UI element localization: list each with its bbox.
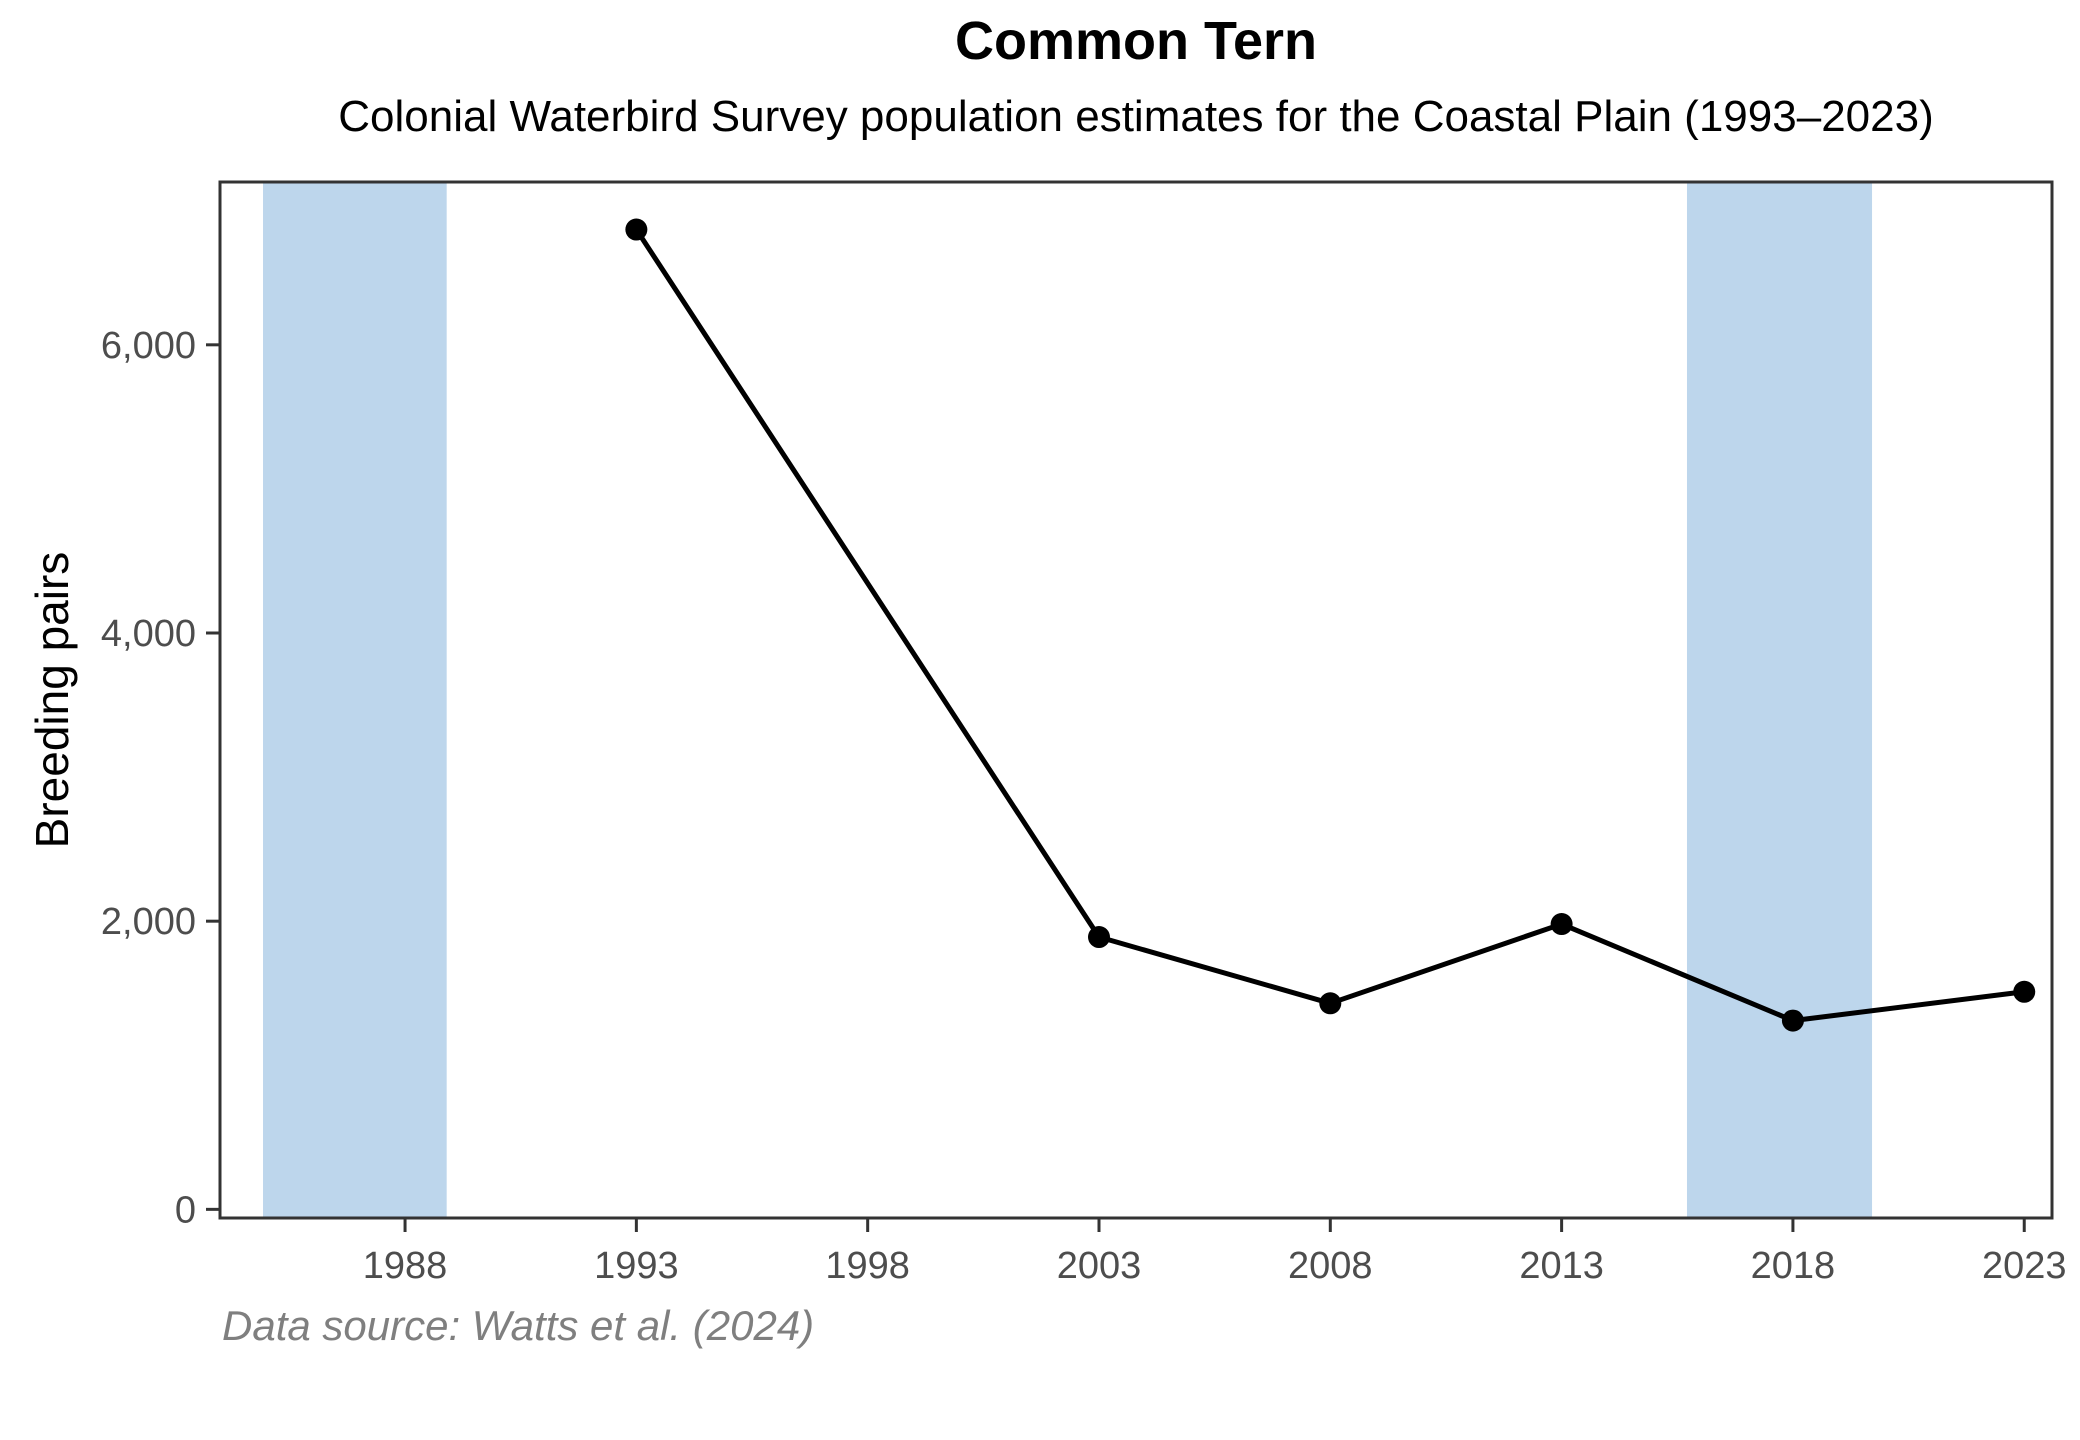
data-point [1550,913,1573,936]
highlight-band [1686,182,1873,1218]
data-point [625,218,648,241]
chart-title: Common Tern [955,11,1317,71]
x-tick-label: 2003 [1057,1245,1142,1287]
data-point [1319,992,1342,1015]
y-tick-label: 2,000 [101,901,196,943]
data-point [2013,980,2036,1003]
x-tick-label: 2013 [1519,1245,1604,1287]
x-tick-label: 2023 [1982,1245,2067,1287]
x-tick-label: 2018 [1751,1245,1836,1287]
series-line [633,227,2027,1024]
x-tick-label: 2008 [1288,1245,1373,1287]
y-tick-label: 0 [175,1189,196,1231]
data-point [1781,1009,1804,1032]
data-source-caption: Data source: Watts et al. (2024) [222,1302,815,1349]
highlight-band [263,182,447,1218]
x-tick-label: 1998 [825,1245,910,1287]
chart-subtitle: Colonial Waterbird Survey population est… [338,92,1934,141]
y-tick-label: 6,000 [101,325,196,367]
y-tick-label: 4,000 [101,613,196,655]
x-tick-label: 1993 [594,1245,679,1287]
panel-border [218,180,2054,1220]
data-point [1087,926,1110,949]
x-tick-label: 1988 [363,1245,448,1287]
